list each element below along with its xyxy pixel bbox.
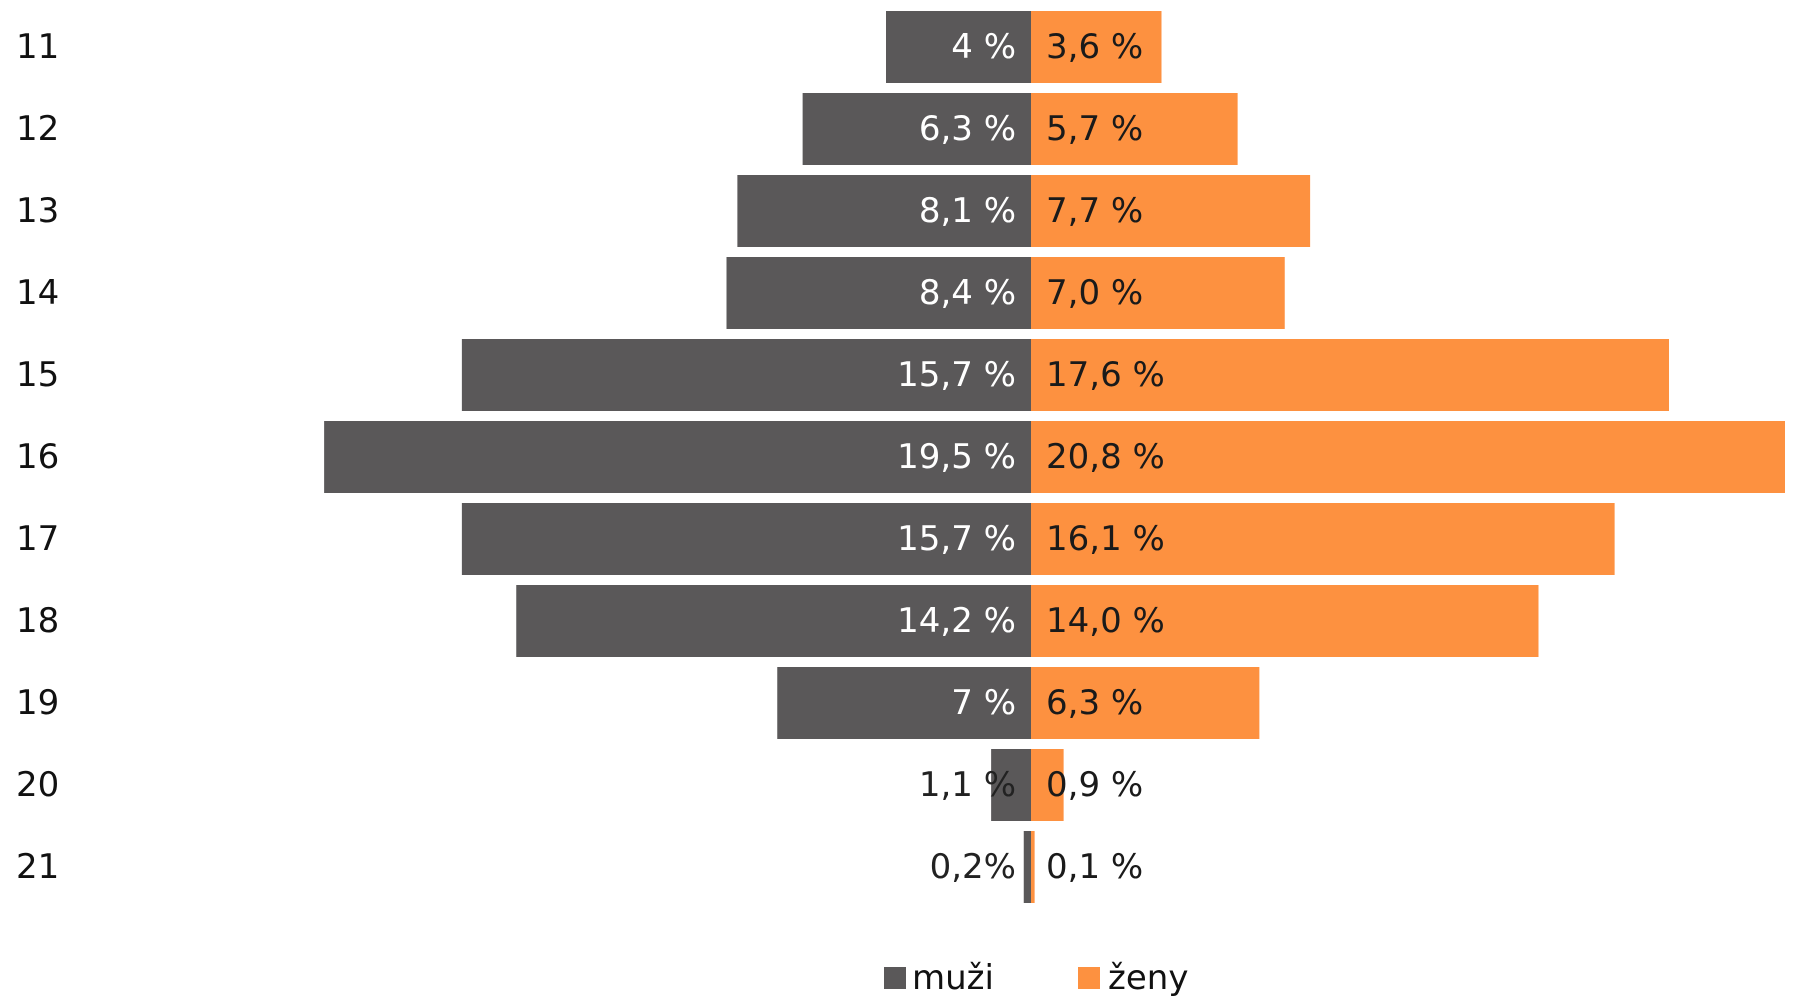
value-label-muzi: 4 % [951,27,1016,67]
bar-zeny [1031,503,1615,575]
age-label: 13 [16,191,59,231]
bar-zeny [1031,667,1260,739]
value-label-zeny: 16,1 % [1046,519,1165,559]
bar-zeny [1031,93,1238,165]
value-label-muzi: 8,1 % [919,191,1016,231]
value-label-zeny: 20,8 % [1046,437,1165,477]
legend-label-muzi: muži [912,958,994,997]
value-label-muzi: 0,2% [930,847,1016,887]
legend: muži ženy [884,958,1188,997]
bar-muzi [777,667,1031,739]
age-label: 20 [16,765,59,805]
zeny-bars [1031,11,1785,903]
muzi-bars [324,11,1031,903]
bar-muzi [461,339,1031,411]
value-label-muzi: 1,1 % [919,765,1016,805]
bar-zeny [1031,421,1785,493]
value-label-muzi: 14,2 % [897,601,1016,641]
age-label: 17 [16,519,59,559]
bar-muzi [737,175,1031,247]
age-label: 21 [16,847,59,887]
age-label: 12 [16,109,59,149]
value-label-zeny: 14,0 % [1046,601,1165,641]
value-label-zeny: 0,1 % [1046,847,1143,887]
age-label: 18 [16,601,59,641]
bar-zeny [1031,831,1035,903]
zeny-value-labels: 3,6 % 5,7 % 7,7 % 7,0 % 17,6 % 20,8 % 16,1 % 14… [1046,27,1165,887]
value-label-muzi: 15,7 % [897,355,1016,395]
value-label-zeny: 3,6 % [1046,27,1143,67]
bar-muzi [516,585,1031,657]
value-label-zeny: 17,6 % [1046,355,1165,395]
bar-zeny [1031,339,1669,411]
bar-muzi [461,503,1031,575]
legend-swatch-zeny [1078,967,1100,989]
bar-zeny [1031,585,1539,657]
age-label: 16 [16,437,59,477]
bar-zeny [1031,175,1311,247]
age-label: 15 [16,355,59,395]
age-axis-labels: 11 12 13 14 15 16 17 18 19 20 21 [16,27,59,887]
value-label-muzi: 6,3 % [919,109,1016,149]
age-label: 11 [16,27,59,67]
bar-zeny [1031,257,1285,329]
age-label: 14 [16,273,59,313]
value-label-zeny: 5,7 % [1046,109,1143,149]
legend-swatch-muzi [884,967,906,989]
value-label-muzi: 7 % [951,683,1016,723]
bar-muzi [991,749,1031,821]
bar-zeny [1031,749,1064,821]
age-label: 19 [16,683,59,723]
value-label-zeny: 6,3 % [1046,683,1143,723]
value-label-muzi: 8,4 % [919,273,1016,313]
bar-muzi [1023,831,1031,903]
bar-zeny [1031,11,1162,83]
value-label-muzi: 19,5 % [897,437,1016,477]
bar-muzi [324,421,1031,493]
value-label-zeny: 7,0 % [1046,273,1143,313]
bar-muzi [726,257,1031,329]
value-label-muzi: 15,7 % [897,519,1016,559]
bar-muzi [886,11,1031,83]
muzi-value-labels: 4 % 6,3 % 8,1 % 8,4 % 15,7 % 19,5 % 15,7 % 14,2… [897,27,1016,887]
value-label-zeny: 7,7 % [1046,191,1143,231]
bar-muzi [802,93,1031,165]
legend-label-zeny: ženy [1108,958,1188,997]
value-label-zeny: 0,9 % [1046,765,1143,805]
